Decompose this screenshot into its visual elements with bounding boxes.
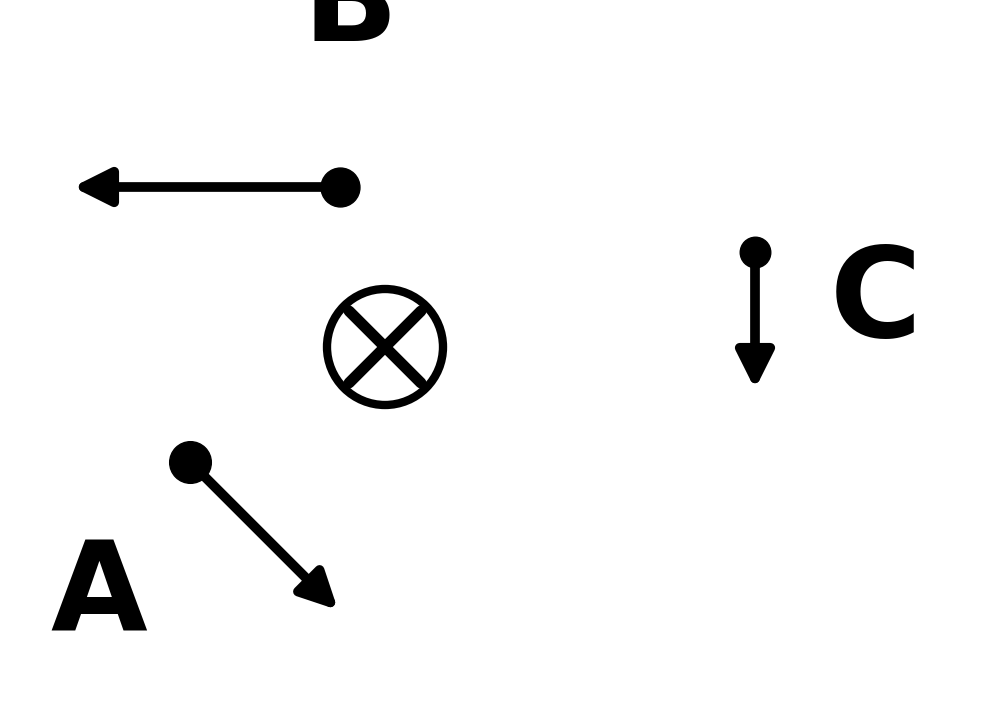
Text: A: A bbox=[50, 537, 147, 657]
Text: B: B bbox=[302, 0, 398, 67]
Text: C: C bbox=[830, 241, 922, 362]
